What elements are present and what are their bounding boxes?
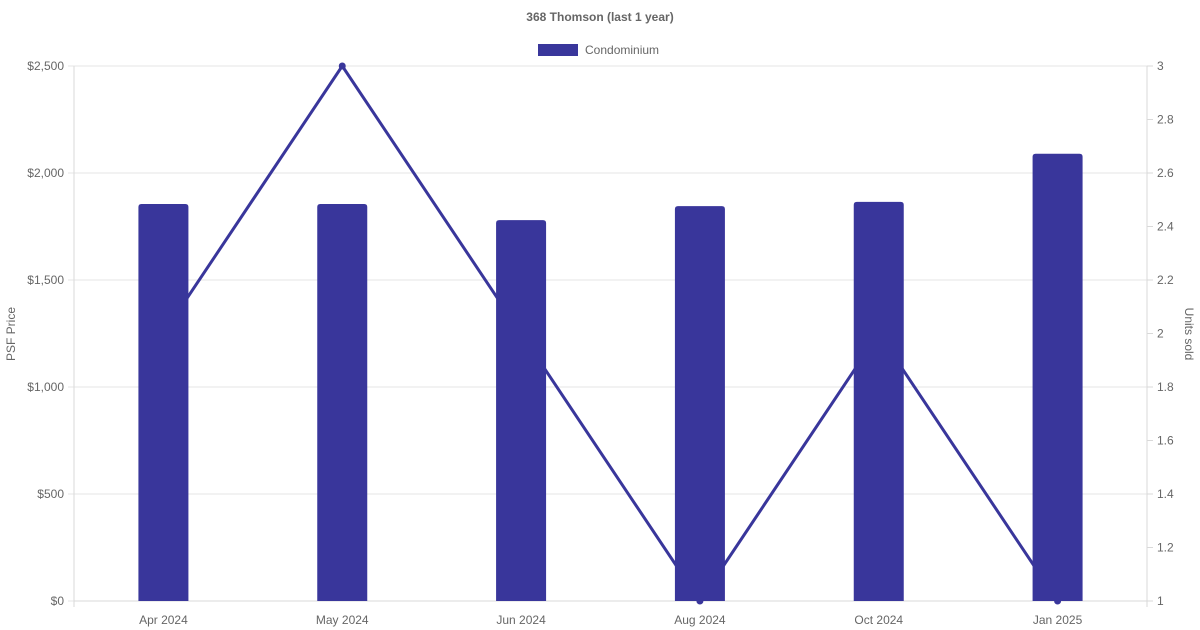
axes	[73, 65, 1153, 607]
x-tick-label: Jun 2024	[496, 613, 546, 627]
y-tick-label-right: 1	[1157, 594, 1164, 608]
y-tick-label-left: $0	[51, 594, 65, 608]
y-axis-title-right: Units sold	[1182, 308, 1196, 361]
y-tick-label-left: $2,500	[27, 59, 64, 73]
y-tick-label-left: $2,000	[27, 166, 64, 180]
x-tick-label: Oct 2024	[854, 613, 903, 627]
x-tick-label: Jan 2025	[1033, 613, 1083, 627]
units-sold-line	[162, 63, 1059, 604]
line-point[interactable]	[338, 62, 346, 70]
y-tick-label-right: 2.6	[1157, 166, 1174, 180]
y-ticks-right: 1 1.2 1.4 1.6 1.8 2 2.2 2.4 2.6 2.8 3	[1157, 59, 1174, 608]
y-tick-label-left: $500	[37, 487, 64, 501]
grid-lines	[68, 65, 1147, 602]
bar[interactable]	[853, 201, 904, 601]
bar[interactable]	[138, 204, 189, 601]
bar[interactable]	[317, 204, 368, 601]
y-tick-label-right: 2.8	[1157, 113, 1174, 127]
legend[interactable]: Condominium	[538, 43, 659, 57]
y-tick-label-right: 2.4	[1157, 220, 1174, 234]
y-tick-label-left: $1,000	[27, 380, 64, 394]
y-tick-label-left: $1,500	[27, 273, 64, 287]
bar[interactable]	[496, 220, 547, 601]
x-tick-label: May 2024	[316, 613, 369, 627]
y-ticks-left: $0 $500 $1,000 $1,500 $2,000 $2,500	[27, 59, 64, 608]
legend-label-condominium: Condominium	[585, 43, 659, 57]
y-tick-label-right: 3	[1157, 59, 1164, 73]
y-tick-label-right: 2	[1157, 327, 1164, 341]
legend-swatch-condominium	[538, 44, 578, 56]
bar-series	[138, 153, 1083, 602]
y-tick-label-right: 1.6	[1157, 434, 1174, 448]
bar[interactable]	[674, 206, 725, 602]
y-tick-label-right: 2.2	[1157, 273, 1174, 287]
y-tick-label-right: 1.4	[1157, 487, 1174, 501]
y-tick-label-right: 1.8	[1157, 380, 1174, 394]
y-tick-label-right: 1.2	[1157, 541, 1174, 555]
y-axis-title-left: PSF Price	[4, 307, 18, 361]
bar[interactable]	[1032, 153, 1083, 602]
chart-title: 368 Thomson (last 1 year)	[526, 10, 673, 24]
x-tick-label: Apr 2024	[139, 613, 188, 627]
line-series	[159, 62, 1062, 605]
x-ticks: Apr 2024 May 2024 Jun 2024 Aug 2024 Oct 2024…	[139, 613, 1083, 627]
x-tick-label: Aug 2024	[674, 613, 726, 627]
